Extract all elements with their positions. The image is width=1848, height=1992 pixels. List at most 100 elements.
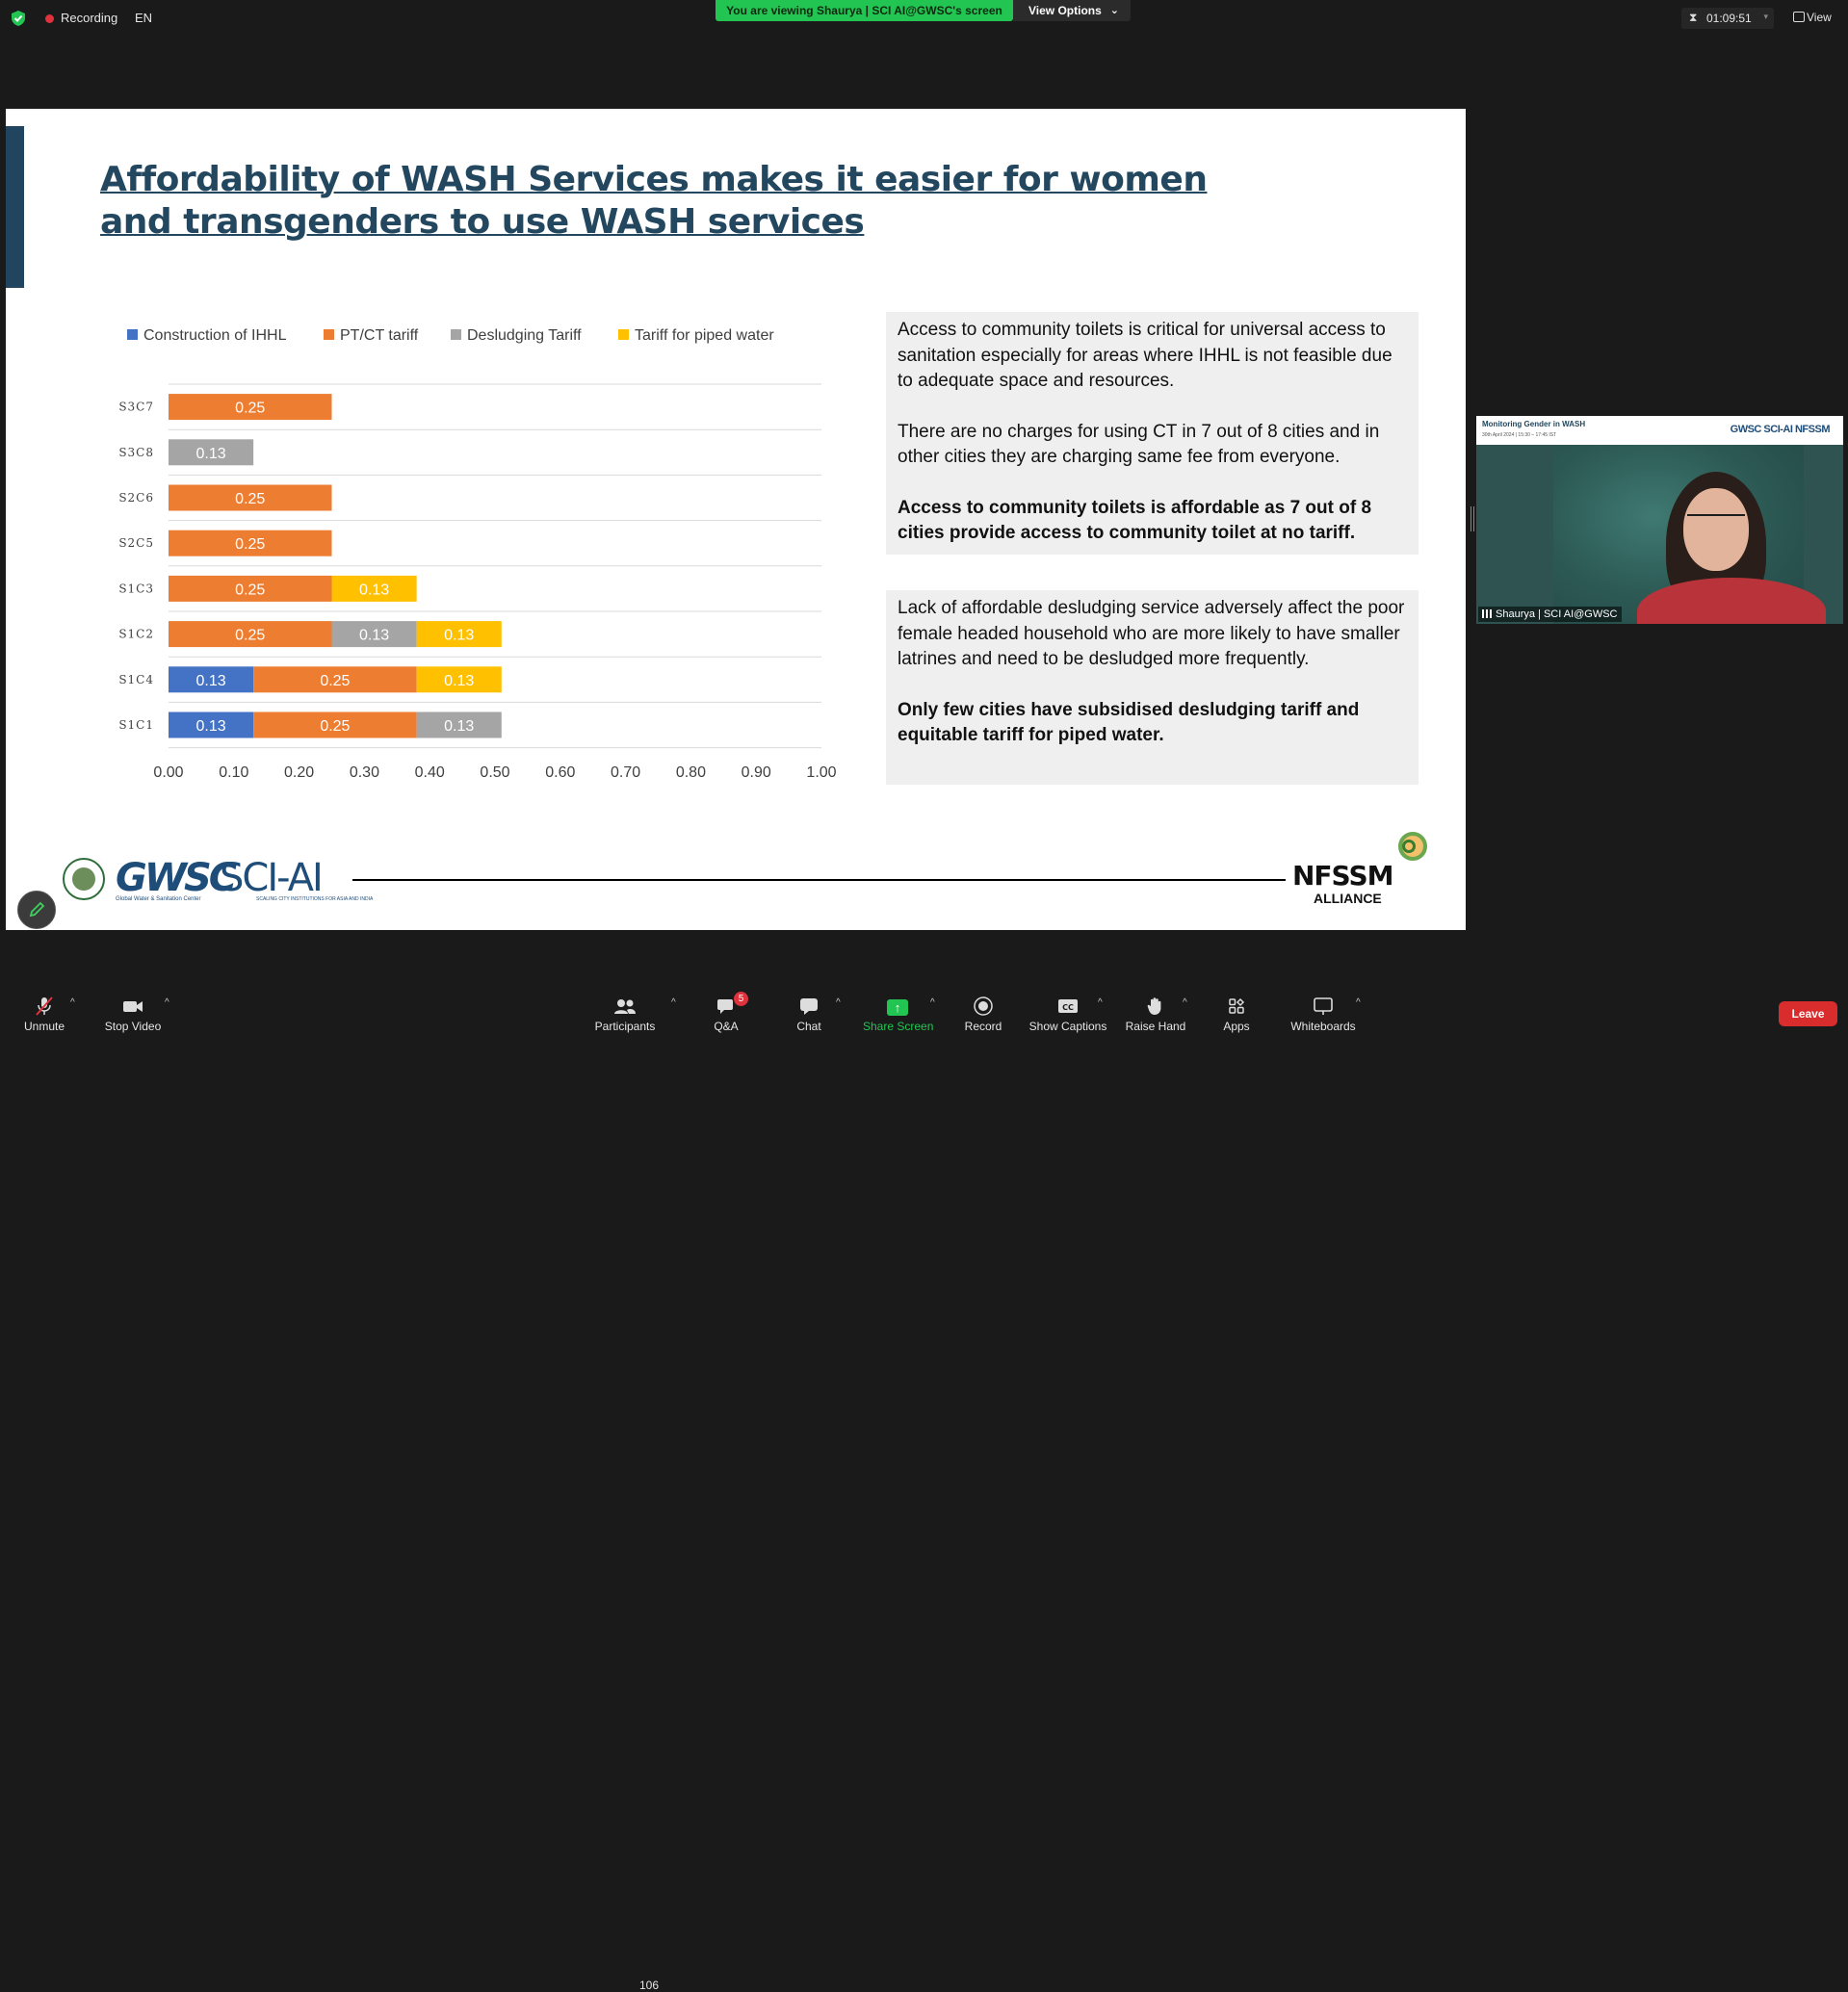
- nfssm-alliance-text: ALLIANCE: [1314, 891, 1382, 906]
- legend-item: Tariff for piped water: [618, 327, 774, 345]
- whiteboard-options-caret[interactable]: ^: [1356, 997, 1361, 1008]
- slide-title: Affordability of WASH Services makes it …: [100, 160, 1208, 242]
- reactions-options-caret[interactable]: ^: [1183, 997, 1187, 1008]
- meeting-toolbar: Unmute ^ Stop Video ^ Participants 106 ^…: [0, 982, 1848, 1992]
- recording-indicator[interactable]: Recording: [61, 11, 118, 25]
- share-screen-button[interactable]: ↑ Share Screen: [863, 996, 933, 1038]
- bar-segment: [416, 621, 502, 648]
- banner-date: 30th April 2024 | 15:30 – 17:45 IST: [1482, 432, 1557, 438]
- y-category-label: S2C6: [118, 491, 154, 504]
- stop-video-button[interactable]: Stop Video: [102, 996, 164, 1038]
- legend-swatch: [451, 329, 461, 341]
- hourglass-icon: ⧗: [1689, 11, 1698, 24]
- participants-options-caret[interactable]: ^: [671, 997, 676, 1008]
- pencil-icon: [29, 901, 45, 918]
- stacked-bar-chart: 0.00 0.10 0.20 0.30 0.40 0.50 0.60 0.70 0.80 0.90…: [118, 383, 837, 781]
- unmute-button[interactable]: Unmute: [19, 996, 69, 1038]
- bar-segment: [253, 666, 417, 693]
- annotate-button[interactable]: [17, 891, 56, 929]
- chat-button[interactable]: Chat: [790, 996, 828, 1038]
- bar-data-label: 0.25: [320, 673, 350, 689]
- info-paragraph: Lack of affordable desludging service ad…: [898, 598, 1405, 669]
- x-tick-label: 0.60: [545, 764, 575, 781]
- y-category-label: S1C1: [118, 718, 154, 732]
- shared-screen-slide: Affordability of WASH Services makes it …: [6, 109, 1466, 930]
- language-button[interactable]: EN: [135, 11, 153, 25]
- video-options-caret[interactable]: ^: [165, 997, 169, 1008]
- info-paragraph-bold: Only few cities have subsidised desludgi…: [898, 699, 1360, 746]
- hand-icon: [1125, 996, 1186, 1017]
- meeting-timer[interactable]: ⧗ 01:09:51 ▾: [1681, 8, 1774, 29]
- captions-options-caret[interactable]: ^: [1098, 997, 1103, 1008]
- show-captions-label: Show Captions: [1028, 1020, 1107, 1033]
- bar-data-label: 0.25: [235, 628, 265, 644]
- participant-video-tile[interactable]: Monitoring Gender in WASH 30th April 202…: [1476, 416, 1843, 624]
- virtual-background-banner: Monitoring Gender in WASH 30th April 202…: [1476, 416, 1843, 445]
- legend-label: Construction of IHHL: [143, 327, 287, 344]
- raise-hand-button[interactable]: Raise Hand: [1125, 996, 1186, 1038]
- legend-item: Construction of IHHL: [127, 327, 287, 345]
- legend-item: Desludging Tariff: [451, 327, 582, 345]
- sci-ai-logo-subtitle: SCALING CITY INSTITUTIONS FOR ASIA AND I…: [256, 896, 374, 902]
- whiteboards-button[interactable]: Whiteboards: [1288, 996, 1358, 1038]
- show-captions-button[interactable]: CC Show Captions: [1028, 996, 1107, 1038]
- bar-data-label: 0.25: [235, 536, 265, 553]
- view-button[interactable]: View: [1789, 11, 1832, 24]
- bar-segment: [169, 711, 254, 738]
- chat-bubble-icon: [790, 996, 828, 1017]
- recording-dot-icon: [45, 14, 54, 23]
- gwsc-logo-subtitle: Global Water & Sanitation Center: [116, 896, 201, 902]
- qa-bubble-icon: [711, 996, 742, 1017]
- viewing-screen-banner: You are viewing Shaurya | SCI AI@GWSC's …: [716, 0, 1013, 21]
- share-screen-icon: ↑: [863, 996, 932, 1017]
- bar-data-label: 0.13: [359, 628, 389, 644]
- qa-notification-badge: 5: [734, 992, 748, 1006]
- nfssm-emblem-inner: [1402, 840, 1416, 853]
- apps-label: Apps: [1223, 1020, 1250, 1033]
- participant-body: [1637, 578, 1826, 624]
- bar-segment: [253, 711, 417, 738]
- y-category-label: S1C2: [118, 628, 154, 641]
- banner-title: Monitoring Gender in WASH: [1482, 420, 1586, 428]
- legend-swatch: [127, 329, 138, 341]
- bar-data-label: 0.13: [359, 582, 389, 598]
- bar-data-label: 0.13: [195, 673, 225, 689]
- qa-label: Q&A: [714, 1020, 739, 1033]
- bar-segment: [416, 666, 502, 693]
- bar-segment: [169, 394, 332, 421]
- y-category-label: S2C5: [118, 536, 154, 550]
- participants-icon: [593, 996, 657, 1017]
- whiteboards-label: Whiteboards: [1290, 1020, 1356, 1033]
- bar-segment: [331, 575, 417, 602]
- bar-segment: [169, 666, 254, 693]
- video-camera-icon: [102, 996, 164, 1017]
- participants-count: 106: [639, 1979, 660, 1992]
- bar-segment: [416, 711, 502, 738]
- bar-segment: [169, 575, 332, 602]
- legend-label: Tariff for piped water: [635, 327, 774, 344]
- emblem-logo: [63, 858, 105, 900]
- x-tick-label: 0.00: [153, 764, 183, 781]
- view-options-button[interactable]: View Options ⌄: [1013, 0, 1131, 21]
- share-options-caret[interactable]: ^: [930, 997, 935, 1008]
- panel-resize-handle[interactable]: [1471, 506, 1474, 531]
- participants-button[interactable]: Participants: [593, 996, 657, 1038]
- chat-options-caret[interactable]: ^: [836, 997, 841, 1008]
- record-icon: [963, 996, 1003, 1017]
- shield-check-icon[interactable]: [10, 10, 27, 27]
- apps-button[interactable]: Apps: [1221, 996, 1252, 1038]
- x-tick-label: 0.80: [676, 764, 706, 781]
- participant-name: Shaurya | SCI AI@GWSC: [1496, 608, 1618, 620]
- qa-button[interactable]: Q&A: [711, 996, 742, 1038]
- x-tick-label: 0.70: [611, 764, 640, 781]
- bar-data-label: 0.13: [444, 628, 474, 644]
- audio-options-caret[interactable]: ^: [70, 997, 75, 1008]
- y-category-label: S3C7: [118, 401, 154, 414]
- leave-button[interactable]: Leave: [1779, 1001, 1837, 1026]
- record-button[interactable]: Record: [963, 996, 1003, 1038]
- view-layout-icon: [1793, 12, 1805, 22]
- nfssm-logo: NFSSM: [1292, 860, 1393, 892]
- raise-hand-label: Raise Hand: [1125, 1020, 1186, 1033]
- bar-segment: [169, 621, 332, 648]
- view-label: View: [1807, 11, 1832, 24]
